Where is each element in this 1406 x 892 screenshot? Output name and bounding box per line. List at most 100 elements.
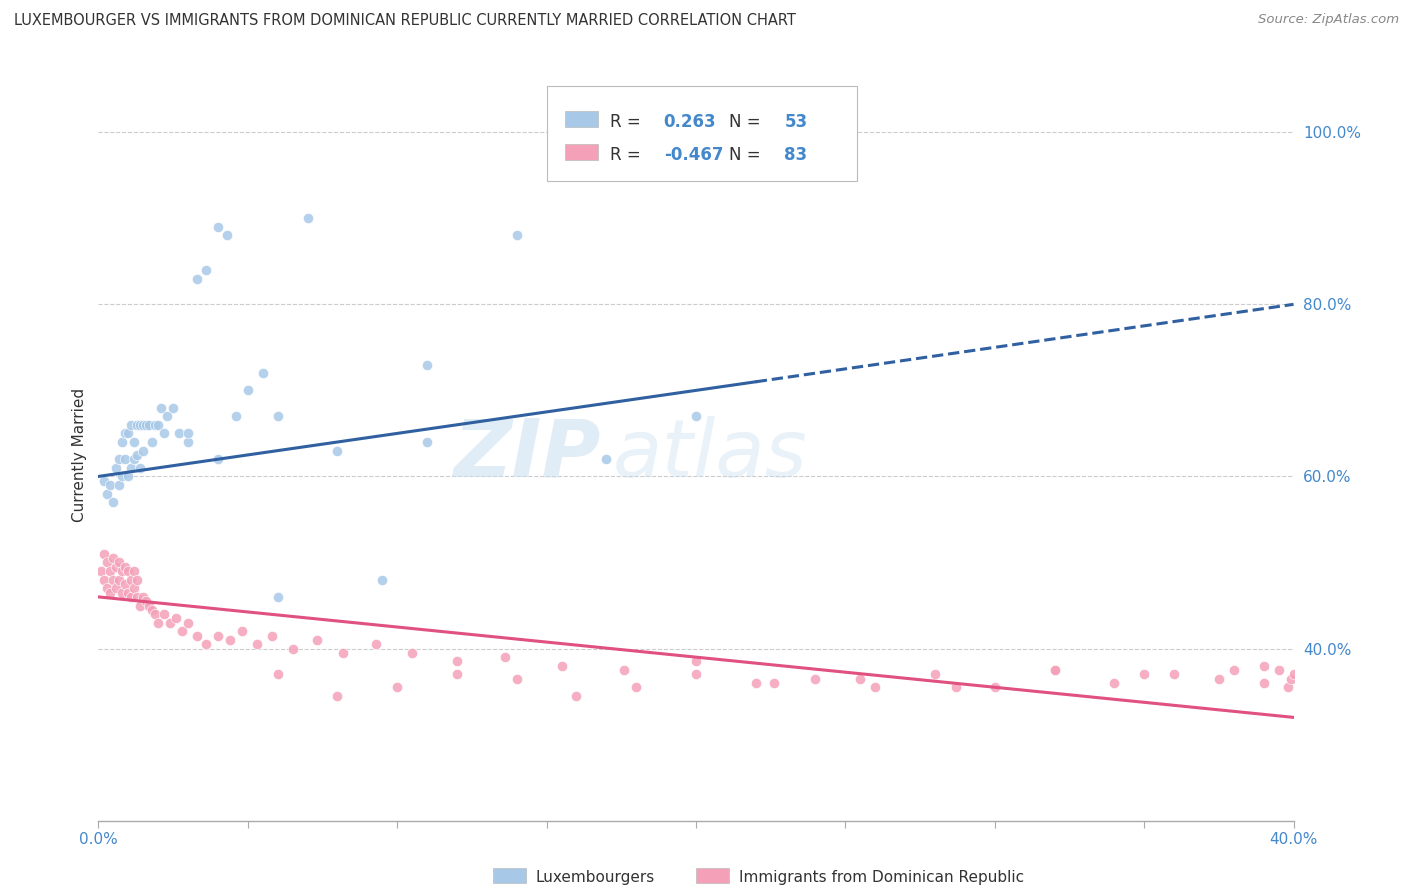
Point bbox=[745, 676, 768, 690]
Point bbox=[124, 582, 146, 596]
Point bbox=[120, 417, 142, 432]
Point bbox=[127, 573, 149, 587]
Point bbox=[225, 409, 247, 424]
Point bbox=[1279, 672, 1302, 686]
Point bbox=[127, 417, 149, 432]
Point bbox=[215, 228, 238, 243]
Point bbox=[371, 573, 394, 587]
Point bbox=[103, 551, 125, 566]
Bar bbox=[565, 112, 598, 128]
Point bbox=[103, 495, 125, 509]
Point bbox=[332, 646, 354, 660]
Point bbox=[281, 641, 304, 656]
Point bbox=[105, 460, 128, 475]
Point bbox=[685, 655, 707, 669]
Point bbox=[246, 637, 269, 651]
FancyBboxPatch shape bbox=[547, 86, 858, 180]
Point bbox=[165, 611, 187, 625]
Point bbox=[100, 478, 122, 492]
Text: N =: N = bbox=[730, 113, 766, 131]
Point bbox=[96, 556, 118, 570]
Point bbox=[565, 689, 588, 703]
Point bbox=[1133, 667, 1156, 681]
Point bbox=[117, 585, 139, 599]
Point bbox=[167, 426, 190, 441]
Point bbox=[108, 478, 131, 492]
Point bbox=[267, 590, 290, 604]
Point bbox=[326, 689, 349, 703]
Point bbox=[849, 672, 872, 686]
Point bbox=[117, 564, 139, 578]
Text: ZIP: ZIP bbox=[453, 416, 600, 494]
Point bbox=[93, 573, 115, 587]
Point bbox=[135, 594, 157, 608]
Point bbox=[297, 211, 319, 226]
Point bbox=[595, 452, 617, 467]
Point bbox=[127, 590, 149, 604]
Point bbox=[117, 469, 139, 483]
Point bbox=[100, 585, 122, 599]
Point bbox=[401, 646, 423, 660]
Point bbox=[129, 460, 152, 475]
Point bbox=[153, 607, 176, 621]
Point bbox=[267, 667, 290, 681]
Point bbox=[111, 585, 134, 599]
Point bbox=[141, 603, 163, 617]
Point bbox=[114, 426, 136, 441]
Point bbox=[96, 486, 118, 500]
Point bbox=[162, 401, 184, 415]
Point bbox=[105, 582, 128, 596]
Point bbox=[114, 452, 136, 467]
Point bbox=[1253, 676, 1275, 690]
Point bbox=[186, 629, 208, 643]
Point bbox=[207, 452, 229, 467]
Point bbox=[1282, 667, 1305, 681]
Point bbox=[207, 219, 229, 234]
Text: Immigrants from Dominican Republic: Immigrants from Dominican Republic bbox=[740, 870, 1024, 885]
Point bbox=[1277, 680, 1299, 694]
Point bbox=[924, 667, 946, 681]
Point bbox=[111, 469, 134, 483]
Point bbox=[156, 409, 179, 424]
Point bbox=[143, 607, 166, 621]
Point bbox=[1163, 667, 1185, 681]
Point bbox=[195, 263, 218, 277]
Point bbox=[124, 452, 146, 467]
Point bbox=[236, 384, 259, 398]
Point bbox=[114, 577, 136, 591]
Point bbox=[260, 629, 283, 643]
Point bbox=[186, 271, 208, 285]
Text: 53: 53 bbox=[785, 113, 807, 131]
Text: R =: R = bbox=[610, 113, 645, 131]
Text: LUXEMBOURGER VS IMMIGRANTS FROM DOMINICAN REPUBLIC CURRENTLY MARRIED CORRELATION: LUXEMBOURGER VS IMMIGRANTS FROM DOMINICA… bbox=[14, 13, 796, 29]
Point bbox=[416, 358, 439, 372]
Bar bbox=[696, 868, 730, 883]
Y-axis label: Currently Married: Currently Married bbox=[72, 388, 87, 522]
Point bbox=[148, 417, 170, 432]
Point bbox=[103, 573, 125, 587]
Point bbox=[195, 637, 218, 651]
Text: N =: N = bbox=[730, 146, 766, 164]
Point bbox=[984, 680, 1007, 694]
Point bbox=[366, 637, 388, 651]
Point bbox=[804, 672, 827, 686]
Point bbox=[1043, 663, 1066, 677]
Text: 83: 83 bbox=[785, 146, 807, 164]
Point bbox=[105, 559, 128, 574]
Point bbox=[108, 452, 131, 467]
Point bbox=[108, 573, 131, 587]
Point bbox=[207, 629, 229, 643]
Point bbox=[129, 417, 152, 432]
Point bbox=[1267, 663, 1289, 677]
Point bbox=[124, 435, 146, 450]
Text: 0.263: 0.263 bbox=[664, 113, 716, 131]
Point bbox=[177, 615, 200, 630]
Point bbox=[127, 448, 149, 462]
Point bbox=[132, 443, 155, 458]
Text: -0.467: -0.467 bbox=[664, 146, 723, 164]
Point bbox=[945, 680, 967, 694]
Text: Source: ZipAtlas.com: Source: ZipAtlas.com bbox=[1258, 13, 1399, 27]
Point bbox=[138, 417, 160, 432]
Point bbox=[135, 417, 157, 432]
Point bbox=[172, 624, 194, 639]
